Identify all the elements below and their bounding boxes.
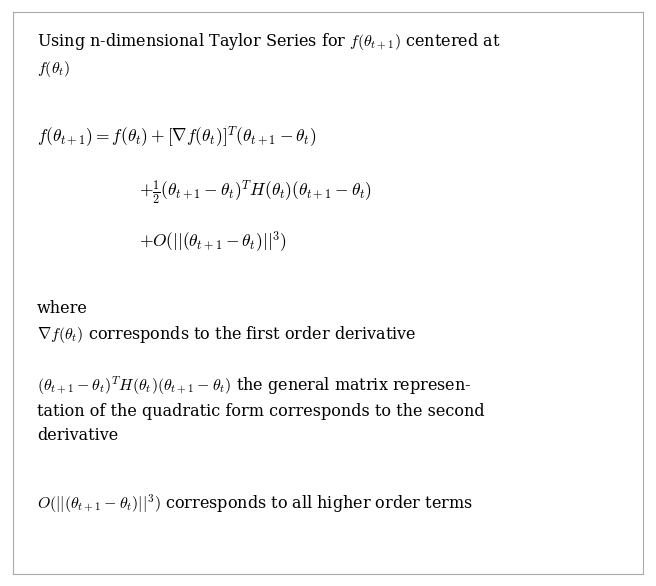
Text: $+ O(||(\theta_{t+1} - \theta_t)||^3)$: $+ O(||(\theta_{t+1} - \theta_t)||^3)$ bbox=[139, 230, 287, 254]
Text: Using n-dimensional Taylor Series for $f(\theta_{t+1})$ centered at
$f(\theta_t): Using n-dimensional Taylor Series for $f… bbox=[37, 32, 501, 79]
Text: $O(||(\theta_{t+1} - \theta_t)||^3)$ corresponds to all higher order terms: $O(||(\theta_{t+1} - \theta_t)||^3)$ cor… bbox=[37, 493, 473, 515]
Text: $\nabla f(\theta_t)$ corresponds to the first order derivative: $\nabla f(\theta_t)$ corresponds to the … bbox=[37, 324, 417, 345]
Text: where: where bbox=[37, 300, 88, 317]
Text: $f(\theta_{t+1}) = f(\theta_t) + [\nabla f(\theta_t)]^T(\theta_{t+1} - \theta_t): $f(\theta_{t+1}) = f(\theta_t) + [\nabla… bbox=[37, 124, 316, 149]
Text: $+ \frac{1}{2}(\theta_{t+1} - \theta_t)^T H(\theta_t)(\theta_{t+1} - \theta_t)$: $+ \frac{1}{2}(\theta_{t+1} - \theta_t)^… bbox=[139, 178, 372, 206]
Text: $(\theta_{t+1} - \theta_t)^T H(\theta_t)(\theta_{t+1} - \theta_t)$ the general m: $(\theta_{t+1} - \theta_t)^T H(\theta_t)… bbox=[37, 374, 485, 444]
